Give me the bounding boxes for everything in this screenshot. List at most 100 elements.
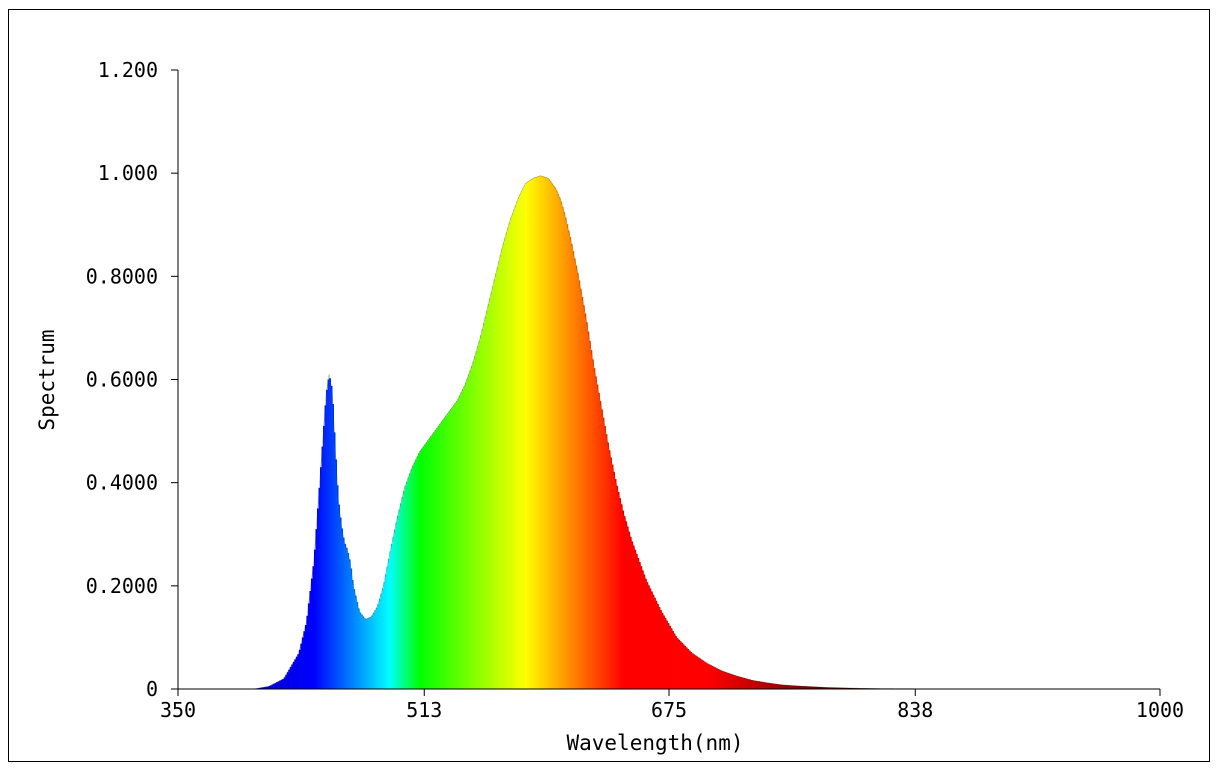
spectrum-bar (797, 685, 800, 689)
spectrum-bar (717, 669, 720, 689)
spectrum-bar (425, 442, 428, 689)
spectrum-bar (662, 615, 665, 689)
spectrum-bar (276, 682, 279, 689)
spectrum-bar (445, 415, 448, 689)
spectrum-bar (514, 205, 517, 689)
spectrum-bar (428, 438, 431, 689)
spectrum-bar (525, 182, 528, 689)
spectrum-bar (301, 637, 304, 689)
spectrum-bar (764, 682, 767, 689)
spectrum-bar (304, 625, 307, 689)
spectrum-bar (750, 680, 753, 689)
spectrum-bar (809, 686, 812, 689)
spectrum-bar (847, 687, 850, 689)
spectrum-bar (285, 674, 288, 689)
spectrum-bar (626, 526, 629, 689)
spectrum-bar (570, 243, 573, 689)
spectrum-bar (817, 686, 819, 689)
spectrum-bar (733, 675, 736, 689)
spectrum-bar (806, 686, 809, 689)
y-axis-title: Spectrum (35, 329, 59, 430)
spectrum-bar (487, 304, 490, 689)
y-tick-label: 0.6000 (86, 368, 158, 392)
spectrum-bar (672, 630, 674, 689)
spectrum-bar (732, 674, 735, 689)
spectrum-bar (593, 368, 596, 689)
spectrum-bar (457, 398, 460, 689)
spectrum-bar (477, 345, 480, 689)
spectrum-bar (392, 536, 395, 689)
spectrum-bar (489, 298, 492, 689)
x-axis-title: Wavelength(nm) (566, 731, 743, 755)
spectrum-bar (641, 570, 644, 689)
spectrum-bar (613, 471, 616, 689)
spectrum-bar (377, 603, 380, 689)
spectrum-bar (555, 190, 558, 690)
spectrum-bar (821, 687, 824, 689)
spectrum-bar (708, 664, 711, 689)
axes (171, 69, 1161, 696)
spectrum-bar (726, 672, 729, 689)
spectrum-bar (625, 521, 628, 689)
spectrum-bar (576, 272, 579, 689)
spectrum-bar (800, 686, 803, 689)
spectrum-bar (584, 313, 587, 689)
spectrum-bar (307, 603, 310, 689)
spectrum-bar (557, 193, 560, 690)
y-tick-label: 0.8000 (86, 264, 158, 288)
spectrum-bar (724, 672, 727, 689)
spectrum-bar (681, 642, 683, 689)
spectrum-bar (448, 411, 451, 689)
spectrum-bar (767, 682, 770, 689)
spectrum-bar (480, 335, 483, 689)
spectrum-bar (320, 467, 322, 689)
spectrum-bar (569, 237, 572, 689)
spectrum-bar (378, 598, 381, 689)
spectrum-bar (419, 450, 422, 689)
spectrum-bar (549, 181, 552, 690)
spectrum-bar (588, 340, 591, 689)
spectrum-bar (481, 328, 484, 689)
spectrum-bar (770, 683, 773, 689)
spectrum-bar (551, 183, 554, 690)
spectrum-bar (400, 503, 402, 689)
spectrum-bar (543, 177, 546, 690)
spectrum-bar (614, 479, 617, 689)
spectrum-bar (499, 254, 502, 690)
spectrum-bar (602, 417, 605, 689)
spectrum-bar (466, 378, 469, 689)
spectrum-bar (814, 686, 816, 689)
spectrum-bar (315, 529, 318, 689)
spectrum-bar (416, 456, 419, 689)
spectrum-bar (759, 681, 762, 689)
spectrum-bar (442, 419, 445, 689)
spectrum-bar (454, 403, 457, 689)
spectrum-bar (623, 516, 626, 689)
spectrum-bar (723, 671, 726, 689)
spectrum-bar (842, 687, 845, 689)
spectrum-bar (599, 401, 602, 689)
y-tick-label: 1.200 (98, 58, 158, 82)
spectrum-bar (365, 619, 368, 689)
spectrum-bar (323, 425, 325, 689)
spectrum-bar (804, 686, 807, 689)
spectrum-bar (788, 685, 791, 689)
spectrum-bar (815, 686, 818, 689)
spectrum-bar (539, 176, 541, 689)
spectrum-bar (359, 612, 362, 689)
spectrum-bar (638, 562, 641, 689)
spectrum-bar (826, 687, 829, 689)
spectrum-bar (688, 650, 691, 689)
spectrum-bar (832, 687, 835, 689)
spectrum-bar (502, 242, 505, 690)
spectrum-bar (679, 641, 682, 689)
spectrum-bar (412, 465, 415, 689)
spectrum-bar (366, 618, 369, 689)
spectrum-bar (795, 685, 798, 689)
spectrum-bar (844, 687, 847, 689)
spectrum-bar (297, 654, 300, 689)
x-tick-label: 513 (406, 698, 442, 722)
spectrum-bar (262, 687, 265, 689)
spectrum-bar (812, 686, 815, 689)
spectrum-bar (542, 176, 545, 689)
